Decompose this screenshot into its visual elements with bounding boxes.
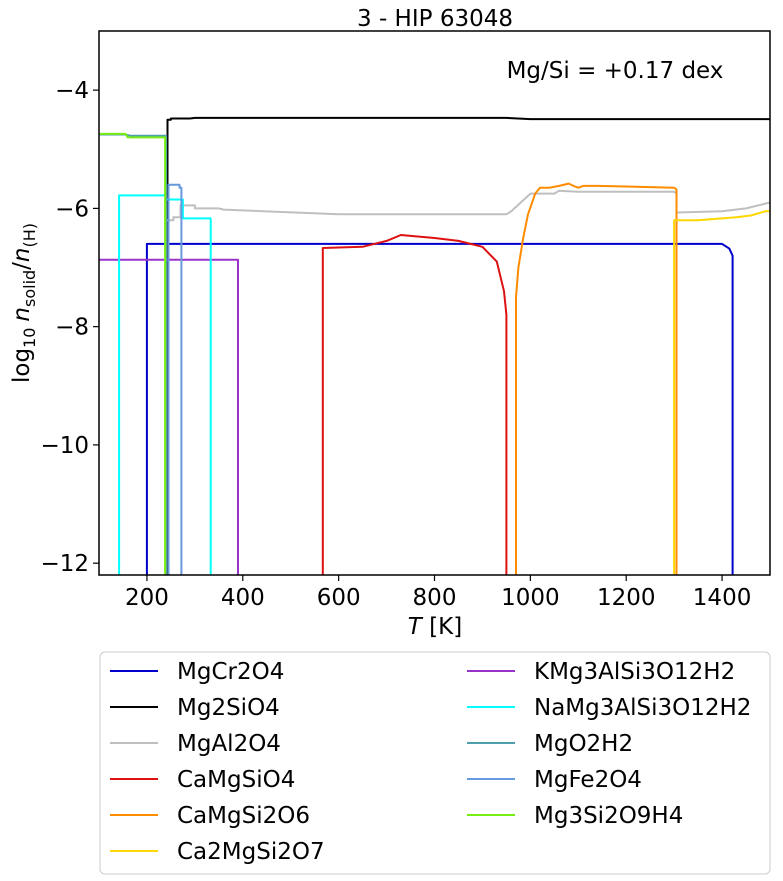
legend-label-camgsio4: CaMgSiO4 <box>177 767 295 793</box>
series-line-mgal2o4 <box>165 189 770 575</box>
y-axis-label: log10nsolid/n(H) <box>9 223 39 383</box>
x-tick-label: 400 <box>221 585 265 611</box>
x-tick-label: 800 <box>413 585 457 611</box>
y-axis-label-log-sub: 10 <box>20 328 39 348</box>
legend: MgCr2O4 Mg2SiO4 MgAl2O4 CaMgSiO4 CaMgSi2O6 Ca… <box>110 659 751 865</box>
y-tick-label: −10 <box>40 433 89 459</box>
x-tick-label: 1200 <box>597 585 656 611</box>
y-axis-label-h-sub: (H) <box>20 223 39 248</box>
series-line-mg3si2o9h4 <box>99 132 167 575</box>
y-tick-label: −4 <box>55 78 89 104</box>
legend-label-mgfe2o4: MgFe2O4 <box>534 767 642 793</box>
series-line-ca2mgsi2o7 <box>673 210 770 575</box>
y-tick-label: −6 <box>55 196 89 222</box>
y-tick-label: −8 <box>55 315 89 341</box>
legend-label-namg3alsi3o12h2: NaMg3AlSi3O12H2 <box>534 695 751 721</box>
legend-label-ca2mgsi2o7: Ca2MgSi2O7 <box>177 839 325 865</box>
y-axis-label-log: log <box>9 348 35 383</box>
series-line-namg3alsi3o12h2 <box>118 194 212 575</box>
series-line-mg2sio4 <box>166 116 770 575</box>
x-tick-label: 200 <box>125 585 169 611</box>
series-line-mgfe2o4 <box>167 183 183 575</box>
y-axis-label-slash: / <box>9 262 35 270</box>
x-axis-label: T [K] <box>408 614 462 640</box>
legend-label-mg3si2o9h4: Mg3Si2O9H4 <box>534 803 683 829</box>
y-axis-label-n1: n <box>9 307 35 322</box>
series-line-kmg3alsi3o12h2 <box>99 258 239 575</box>
series-line-camgsi2o6 <box>515 182 678 575</box>
legend-label-mgo2h2: MgO2H2 <box>534 731 633 757</box>
y-axis-label-n2: n <box>9 248 35 263</box>
series-line-camgsio4 <box>321 234 508 575</box>
y-axis: −4 −6 −8 −10 −12 <box>40 78 99 577</box>
chart-title: 3 - HIP 63048 <box>357 6 513 32</box>
series-layer <box>99 116 770 575</box>
y-tick-label: −12 <box>40 551 89 577</box>
x-tick-label: 600 <box>317 585 361 611</box>
chart-annotation: Mg/Si = +0.17 dex <box>507 58 724 84</box>
legend-label-mgal2o4: MgAl2O4 <box>177 731 281 757</box>
plot-frame <box>98 30 771 576</box>
x-axis: 200 400 600 800 1000 1200 1400 <box>125 575 751 611</box>
legend-box <box>99 651 771 875</box>
y-axis-label-solid-sub: solid <box>20 270 39 307</box>
x-axis-label-symbol: T <box>408 614 424 640</box>
x-tick-label: 1000 <box>501 585 560 611</box>
series-line-mgcr2o4 <box>145 242 734 575</box>
legend-label-kmg3alsi3o12h2: KMg3AlSi3O12H2 <box>534 659 735 685</box>
x-axis-label-unit: [K] <box>422 614 462 640</box>
legend-label-mg2sio4: Mg2SiO4 <box>177 695 280 721</box>
legend-label-camgsi2o6: CaMgSi2O6 <box>177 803 310 829</box>
series-line-mgo2h2 <box>99 133 168 575</box>
legend-label-mgcr2o4: MgCr2O4 <box>177 659 284 685</box>
x-tick-label: 1400 <box>693 585 752 611</box>
